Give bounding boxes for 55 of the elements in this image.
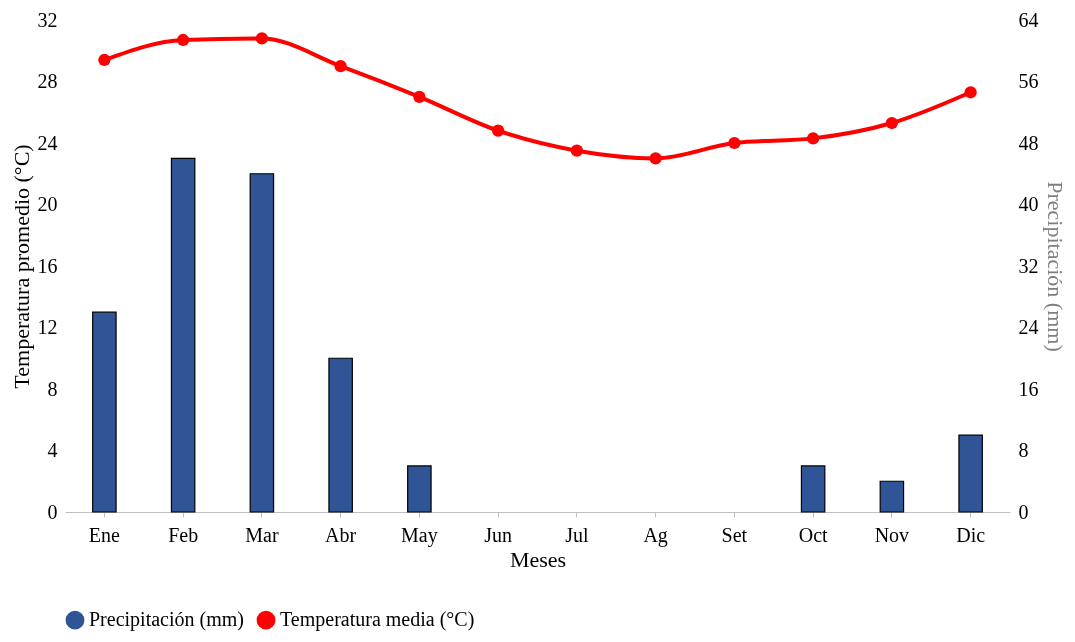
point	[570, 144, 583, 157]
x-tick-label: Nov	[874, 523, 910, 546]
point	[885, 116, 898, 130]
y-tick-label: 20	[37, 193, 58, 215]
legend-label: Temperatura media (°C)	[280, 608, 475, 632]
point	[98, 53, 111, 67]
y2-tick-label: 24	[1018, 316, 1039, 338]
y2-tick-label: 32	[1018, 254, 1039, 277]
y-tick-label: 0	[47, 500, 58, 523]
y-axis-title: Temperatura promedio (°C)	[8, 144, 34, 389]
bar	[879, 480, 905, 513]
y-tick-label: 24	[37, 131, 58, 154]
y-tick-label: 32	[37, 8, 58, 31]
x-tick-label: Jun	[484, 523, 513, 546]
y2-tick-label: 16	[1018, 377, 1039, 400]
point	[964, 86, 977, 99]
x-tick-label: Dic	[956, 523, 986, 546]
y2-tick-label: 0	[1018, 500, 1029, 523]
x-tick-label: Mar	[245, 523, 279, 546]
y-tick-label: 4	[47, 439, 58, 461]
x-tick-label: Jul	[565, 523, 589, 546]
x-tick-label: Set	[721, 523, 748, 546]
y-tick-label: 12	[37, 316, 58, 338]
bar	[170, 157, 196, 513]
x-axis-title: Meses	[509, 546, 567, 572]
y-tick-label: 16	[37, 254, 58, 277]
legend-label: Precipitación (mm)	[89, 608, 244, 632]
y-tick-label: 8	[47, 377, 58, 400]
y2-axis-title: Precipitación (mm)	[1042, 181, 1068, 352]
x-tick-label: Feb	[168, 523, 199, 546]
bar	[249, 173, 275, 513]
point	[649, 152, 662, 165]
y2-tick-label: 64	[1018, 8, 1039, 31]
point	[728, 136, 741, 150]
point	[492, 124, 505, 137]
y-tick-label: 28	[37, 70, 58, 92]
y2-tick-label: 48	[1018, 131, 1039, 154]
y2-tick-label: 56	[1018, 70, 1039, 92]
point	[177, 33, 190, 47]
bar	[800, 465, 826, 513]
point	[255, 32, 268, 45]
x-tick-label: May	[401, 523, 438, 547]
x-tick-label: Ene	[88, 523, 121, 546]
bar	[407, 465, 432, 513]
point	[334, 60, 347, 73]
point	[413, 90, 426, 103]
x-tick-label: Abr	[325, 523, 357, 546]
bar	[958, 434, 983, 513]
point	[807, 132, 820, 145]
y2-tick-label: 40	[1018, 193, 1039, 215]
bar	[92, 311, 117, 513]
bar	[328, 357, 353, 513]
x-tick-label: Ag	[643, 523, 668, 547]
x-tick-label: Oct	[798, 523, 828, 546]
y2-tick-label: 8	[1018, 439, 1029, 461]
